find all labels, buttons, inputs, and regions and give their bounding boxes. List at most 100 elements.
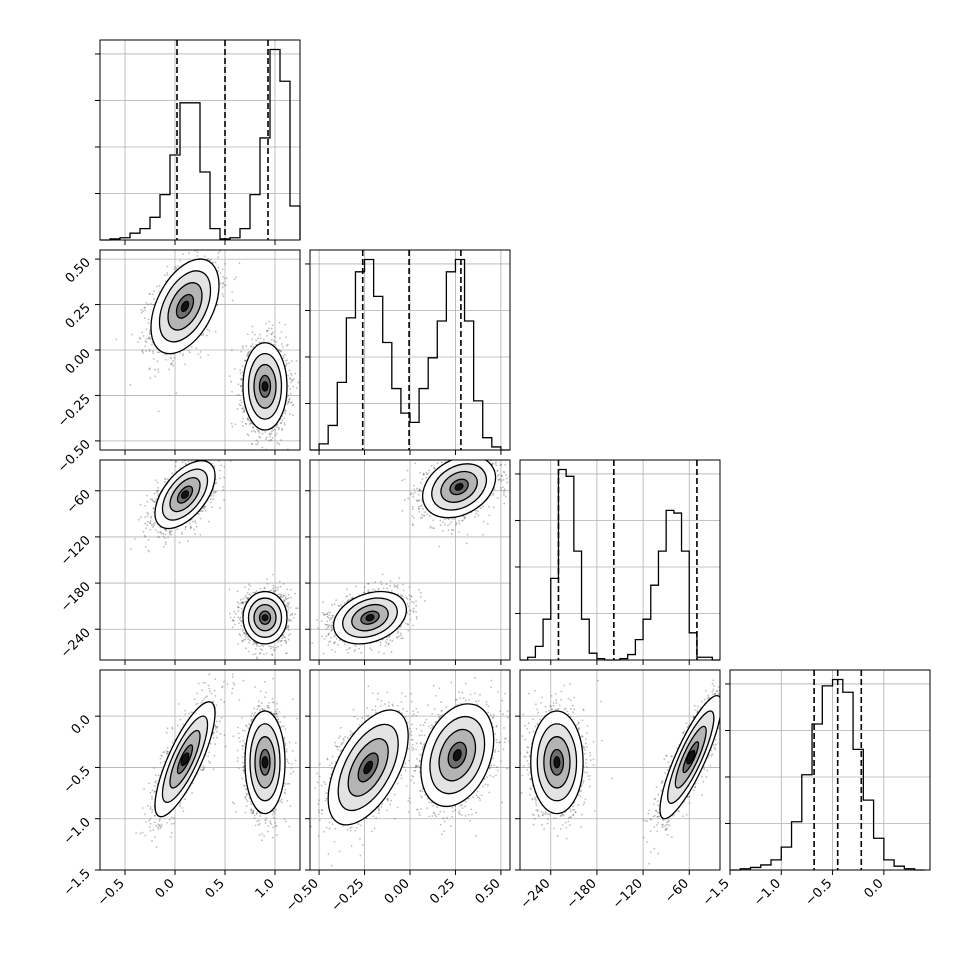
sample-point [148,348,151,351]
sample-point [252,643,255,646]
sample-point [153,290,155,293]
sample-point [282,356,285,359]
sample-point [244,359,247,362]
sample-point [257,430,260,432]
sample-point [285,652,287,655]
sample-point [239,369,242,371]
sample-point [147,337,150,340]
sample-point [166,272,168,274]
sample-point [153,500,156,503]
sample-point [246,416,249,419]
sample-point [163,274,166,277]
sample-point [218,469,221,472]
sample-point [187,252,190,255]
sample-point [195,452,197,454]
sample-point [138,336,141,339]
sample-point [286,652,288,655]
sample-point [287,385,290,388]
sample-point [147,322,150,324]
histogram-step-line [310,258,510,451]
sample-point [289,377,292,380]
sample-point [163,480,166,483]
sample-point [246,353,249,356]
sample-point [156,481,159,484]
sample-point [247,419,250,421]
sample-point [233,278,236,281]
sample-point [251,325,254,328]
sample-point [148,367,151,370]
sample-point [184,526,187,528]
sample-point [144,516,147,518]
sample-point [280,439,282,441]
sample-point [215,482,218,484]
sample-point [148,368,151,371]
sample-point [238,262,241,265]
sample-point [139,337,142,340]
x-tick-label: −1.0 [751,876,784,909]
sample-point [285,364,288,367]
x-tick-label: 0.0 [861,876,886,901]
sample-point [140,311,143,314]
sample-point [129,548,132,550]
sample-point [218,250,221,253]
sample-point [149,337,152,340]
sample-point [218,460,221,463]
sample-point [291,379,294,382]
sample-point [115,338,118,341]
sample-point [154,529,157,531]
sample-point [231,425,234,428]
x-tick-label: −1.5 [700,876,733,909]
sample-point [223,465,226,468]
sample-point [222,295,225,297]
sample-point [145,337,148,340]
sample-point [251,442,253,445]
sample-point [149,330,151,332]
sample-point [235,612,237,615]
sample-point [222,486,224,488]
sample-point [147,303,149,306]
panel-content [115,244,300,450]
sample-point [209,501,212,504]
sample-point [231,291,234,294]
sample-point [163,353,166,356]
sample-point [213,451,215,453]
sample-point [173,268,176,270]
sample-point [153,522,156,525]
sample-point [207,354,210,357]
sample-point [223,284,225,287]
sample-point [162,535,165,538]
sample-point [238,622,240,625]
sample-point [251,331,254,334]
sample-point [148,336,151,339]
sample-point [231,390,233,393]
sample-point [220,464,223,467]
sample-point [246,591,249,594]
sample-point [262,645,265,648]
sample-point [251,443,254,446]
sample-point [272,590,275,593]
sample-point [256,428,259,431]
sample-point [174,465,177,467]
sample-point [248,350,251,353]
sample-point [255,439,258,442]
sample-point [278,426,280,429]
sample-point [196,255,198,257]
sample-point [203,255,206,258]
sample-point [284,360,287,363]
sample-point [252,426,254,428]
sample-point [149,522,151,525]
sample-point [234,423,237,426]
sample-point [251,338,254,341]
sample-point [144,545,147,548]
sample-point [287,402,290,404]
sample-point [209,244,211,246]
sample-point [146,494,148,497]
sample-point [168,531,171,534]
sample-point [188,351,191,354]
sample-point [190,346,193,348]
sample-point [282,345,284,348]
sample-point [243,410,246,413]
sample-point [149,521,152,524]
sample-point [274,434,277,437]
sample-point [149,517,152,519]
